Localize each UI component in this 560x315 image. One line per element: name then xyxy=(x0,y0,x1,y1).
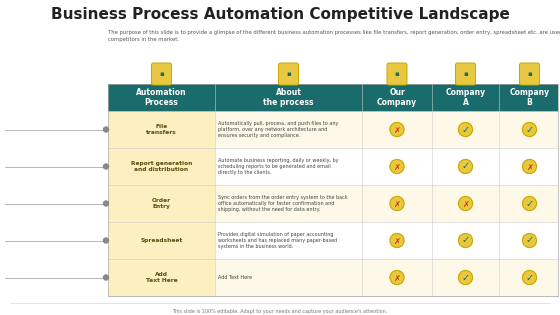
Circle shape xyxy=(104,127,109,132)
Text: ✓: ✓ xyxy=(461,124,470,135)
Text: ✗: ✗ xyxy=(462,199,469,209)
Text: ✓: ✓ xyxy=(525,198,534,209)
Text: Company
B: Company B xyxy=(510,88,549,107)
Text: ▪: ▪ xyxy=(463,71,468,77)
FancyBboxPatch shape xyxy=(215,185,558,222)
Circle shape xyxy=(459,271,473,284)
Circle shape xyxy=(104,238,109,243)
FancyBboxPatch shape xyxy=(215,111,558,148)
Circle shape xyxy=(390,233,404,248)
Text: Automate business reporting, daily or weekly, by
scheduling reports to be genera: Automate business reporting, daily or we… xyxy=(218,158,338,175)
Text: Our
Company: Our Company xyxy=(377,88,417,107)
FancyBboxPatch shape xyxy=(215,222,558,259)
Text: Spreadsheet: Spreadsheet xyxy=(141,238,183,243)
Circle shape xyxy=(104,275,109,280)
Text: ✗: ✗ xyxy=(526,163,533,171)
Text: ▪: ▪ xyxy=(527,71,532,77)
FancyBboxPatch shape xyxy=(455,63,475,85)
Text: Report generation
and distribution: Report generation and distribution xyxy=(131,161,192,172)
Text: Business Process Automation Competitive Landscape: Business Process Automation Competitive … xyxy=(50,7,510,21)
Circle shape xyxy=(390,159,404,174)
FancyBboxPatch shape xyxy=(152,63,171,85)
Text: ✓: ✓ xyxy=(525,272,534,283)
Text: ✓: ✓ xyxy=(461,272,470,283)
Text: ✗: ✗ xyxy=(394,125,400,135)
Circle shape xyxy=(522,233,536,248)
Text: This slide is 100% editable. Adapt to your needs and capture your audience's att: This slide is 100% editable. Adapt to yo… xyxy=(172,308,388,313)
Text: ▪: ▪ xyxy=(286,71,291,77)
Circle shape xyxy=(104,164,109,169)
Text: About
the process: About the process xyxy=(263,88,314,107)
Text: Add Text Here: Add Text Here xyxy=(218,275,252,280)
Text: ▪: ▪ xyxy=(159,71,164,77)
Circle shape xyxy=(522,123,536,136)
FancyBboxPatch shape xyxy=(108,84,558,111)
Text: File
transfers: File transfers xyxy=(146,124,177,135)
Text: ✗: ✗ xyxy=(394,199,400,209)
Text: Automation
Process: Automation Process xyxy=(136,88,187,107)
Circle shape xyxy=(459,197,473,210)
Circle shape xyxy=(459,159,473,174)
Text: ✓: ✓ xyxy=(461,162,470,171)
FancyBboxPatch shape xyxy=(520,63,539,85)
Text: Company
A: Company A xyxy=(445,88,486,107)
Circle shape xyxy=(522,159,536,174)
Circle shape xyxy=(104,201,109,206)
Text: ✗: ✗ xyxy=(394,237,400,245)
Circle shape xyxy=(390,123,404,136)
Text: ✓: ✓ xyxy=(525,124,534,135)
Circle shape xyxy=(390,271,404,284)
Text: ✓: ✓ xyxy=(461,236,470,245)
FancyBboxPatch shape xyxy=(215,148,558,185)
Text: ✓: ✓ xyxy=(525,236,534,245)
FancyBboxPatch shape xyxy=(387,63,407,85)
Text: Provides digital simulation of paper accounting
worksheets and has replaced many: Provides digital simulation of paper acc… xyxy=(218,232,337,249)
Text: Automatically pull, process, and push files to any
platform, over any network ar: Automatically pull, process, and push fi… xyxy=(218,121,338,138)
FancyBboxPatch shape xyxy=(108,84,215,296)
Circle shape xyxy=(522,197,536,210)
Text: Order
Entry: Order Entry xyxy=(152,198,171,209)
Text: Add
Text Here: Add Text Here xyxy=(146,272,178,283)
FancyBboxPatch shape xyxy=(278,63,298,85)
Text: ✗: ✗ xyxy=(394,273,400,283)
Circle shape xyxy=(390,197,404,210)
Text: ▪: ▪ xyxy=(395,71,399,77)
Circle shape xyxy=(459,123,473,136)
Text: Sync orders from the order entry system to the back
office automatically for fas: Sync orders from the order entry system … xyxy=(218,195,348,212)
FancyBboxPatch shape xyxy=(215,259,558,296)
Text: ✗: ✗ xyxy=(394,163,400,171)
Text: The purpose of this slide is to provide a glimpse of the different business auto: The purpose of this slide is to provide … xyxy=(108,30,560,42)
Circle shape xyxy=(522,271,536,284)
Circle shape xyxy=(459,233,473,248)
